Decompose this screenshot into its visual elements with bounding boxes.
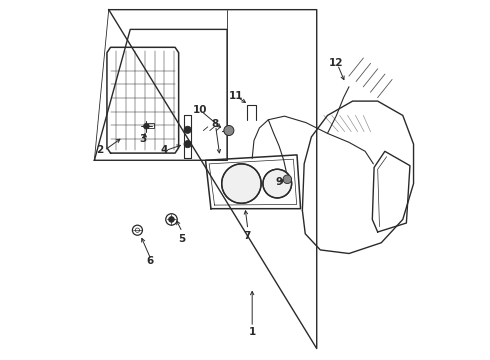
Circle shape <box>169 217 174 222</box>
Text: 3: 3 <box>139 134 147 144</box>
Text: 6: 6 <box>147 256 153 266</box>
Text: 10: 10 <box>193 105 207 115</box>
Circle shape <box>283 175 292 184</box>
Text: 12: 12 <box>329 58 343 68</box>
Text: 1: 1 <box>248 327 256 337</box>
Text: 9: 9 <box>275 177 283 187</box>
Circle shape <box>184 140 191 148</box>
Circle shape <box>144 123 149 129</box>
Text: 2: 2 <box>96 144 103 154</box>
Text: 4: 4 <box>161 144 168 154</box>
Text: 5: 5 <box>179 234 186 244</box>
Circle shape <box>184 126 191 134</box>
Text: 11: 11 <box>229 91 243 101</box>
Circle shape <box>263 169 292 198</box>
Text: 8: 8 <box>211 120 218 129</box>
Circle shape <box>224 126 234 135</box>
Text: 7: 7 <box>243 231 250 240</box>
Circle shape <box>221 164 261 203</box>
